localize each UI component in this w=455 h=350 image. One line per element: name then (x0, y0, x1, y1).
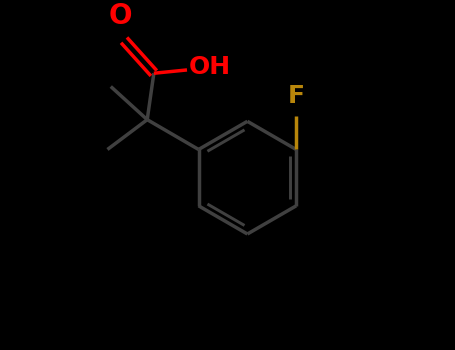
Text: OH: OH (189, 55, 231, 79)
Text: F: F (288, 84, 305, 108)
Text: O: O (109, 2, 132, 30)
